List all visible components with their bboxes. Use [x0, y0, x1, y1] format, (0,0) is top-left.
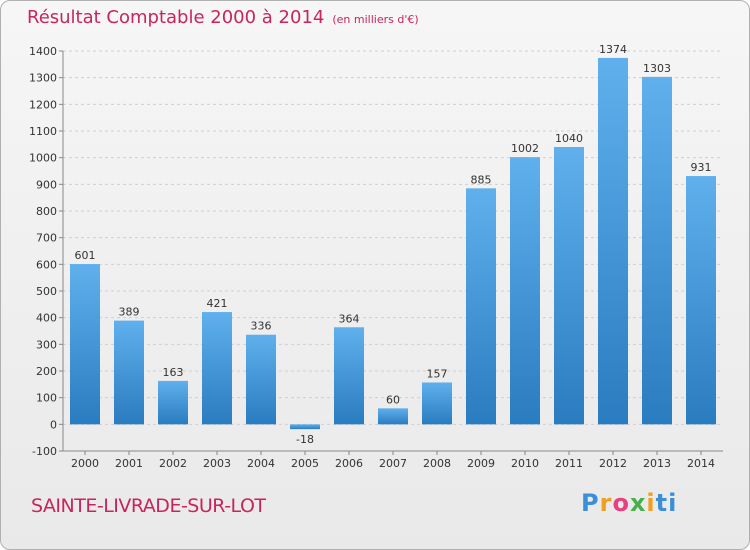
y-tick-label: 0: [50, 418, 57, 431]
x-tick-label: 2005: [291, 457, 319, 470]
y-tick-label: 300: [36, 338, 57, 351]
value-label: 1303: [643, 62, 671, 75]
bar-2011: [554, 147, 584, 425]
y-tick-label: 1200: [29, 98, 57, 111]
bar-2002: [158, 380, 188, 425]
y-tick-label: 200: [36, 365, 57, 378]
bar-2014: [686, 176, 716, 425]
y-tick-label: 900: [36, 178, 57, 191]
value-label: 364: [339, 312, 360, 325]
bar-2000: [70, 264, 100, 425]
logo-letter: P: [581, 489, 600, 517]
value-label: 60: [386, 393, 400, 406]
proxiti-logo: Proxiti: [581, 489, 677, 517]
value-label: 336: [251, 320, 272, 333]
bar-2001: [114, 320, 144, 425]
value-label: 601: [75, 249, 96, 262]
value-label: 163: [163, 366, 184, 379]
value-label: 157: [427, 367, 448, 380]
y-tick-label: 500: [36, 285, 57, 298]
bar-2004: [246, 334, 276, 425]
logo-letter: r: [599, 489, 613, 517]
bar-2010: [510, 157, 540, 425]
x-tick-label: 2006: [335, 457, 363, 470]
value-label: 389: [119, 306, 140, 319]
value-label: -18: [296, 433, 314, 446]
logo-letter: o: [612, 489, 630, 517]
x-tick-label: 2013: [643, 457, 671, 470]
chart-title: Résultat Comptable 2000 à 2014 (en millie…: [27, 7, 419, 28]
x-tick-label: 2014: [687, 457, 715, 470]
value-label: 931: [691, 161, 712, 174]
x-tick-label: 2001: [115, 457, 143, 470]
y-tick-label: -100: [32, 445, 57, 458]
value-label: 421: [207, 297, 228, 310]
bar-2009: [466, 188, 496, 425]
y-tick-label: 100: [36, 392, 57, 405]
x-tick-label: 2012: [599, 457, 627, 470]
bar-2008: [422, 382, 452, 425]
y-tick-label: 600: [36, 258, 57, 271]
title-text: Résultat Comptable 2000 à 2014: [27, 7, 325, 28]
logo-letter: ti: [655, 489, 678, 517]
x-tick-label: 2003: [203, 457, 231, 470]
x-tick-label: 2008: [423, 457, 451, 470]
y-tick-label: 1100: [29, 125, 57, 138]
x-tick-label: 2011: [555, 457, 583, 470]
value-label: 1040: [555, 132, 583, 145]
x-tick-label: 2004: [247, 457, 275, 470]
x-tick-label: 2009: [467, 457, 495, 470]
bar-2013: [642, 76, 672, 425]
y-tick-label: 700: [36, 232, 57, 245]
value-label: 1002: [511, 142, 539, 155]
place-name: SAINTE-LIVRADE-SUR-LOT: [31, 495, 266, 517]
unit-note: (en milliers d'€): [332, 13, 419, 26]
x-tick-label: 2010: [511, 457, 539, 470]
x-tick-label: 2007: [379, 457, 407, 470]
bar-2006: [334, 327, 364, 425]
y-tick-label: 1300: [29, 72, 57, 85]
value-label: 1374: [599, 43, 627, 56]
label-layer: 601 389 163 421 336 -18 364 60 157 885 1002 1040 137…: [75, 43, 712, 446]
y-tick-label: 1000: [29, 152, 57, 165]
y-tick-label: 400: [36, 312, 57, 325]
bar-layer: [70, 57, 716, 430]
bar-2012: [598, 57, 628, 425]
bar-2007: [378, 408, 408, 425]
value-label: 885: [471, 173, 492, 186]
axis-layer: -100 0 100 200 300 400 500 600 700 800 900 1000 1100…: [29, 45, 723, 470]
x-tick-label: 2000: [71, 457, 99, 470]
bar-2003: [202, 312, 232, 425]
y-tick-label: 1400: [29, 45, 57, 58]
logo-letter: i: [646, 489, 656, 517]
bar-2005: [290, 424, 320, 430]
x-tick-label: 2002: [159, 457, 187, 470]
y-tick-label: 800: [36, 205, 57, 218]
logo-letter: x: [629, 489, 647, 517]
